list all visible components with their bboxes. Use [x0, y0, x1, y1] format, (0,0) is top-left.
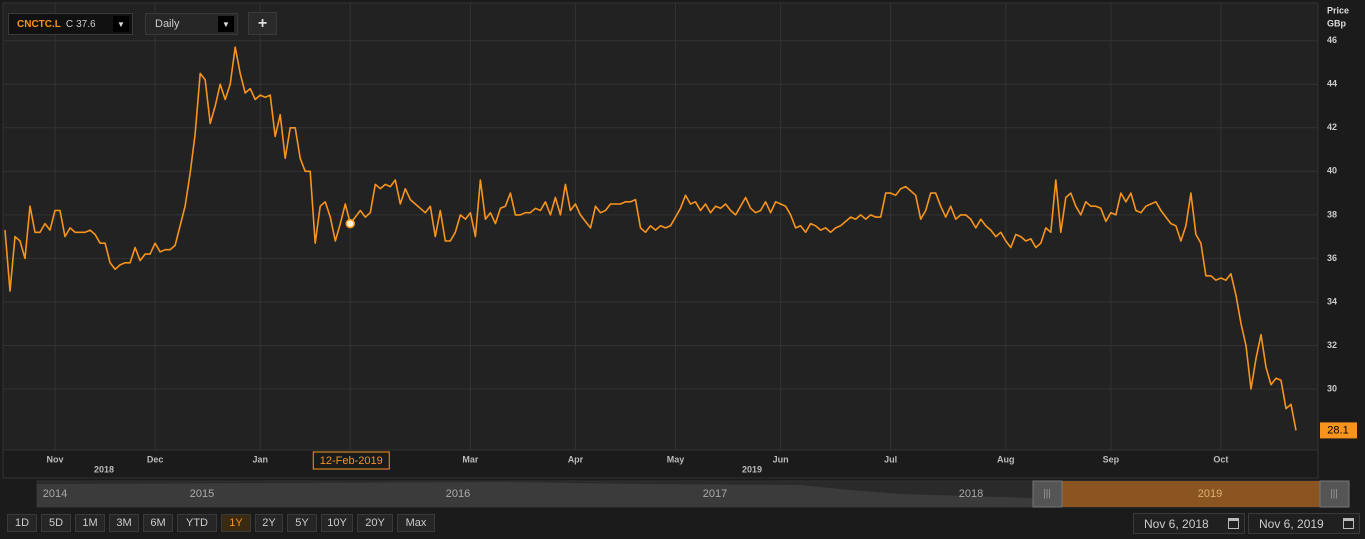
range-button[interactable]: Max [397, 514, 435, 532]
price-line [4, 46, 1297, 431]
range-button[interactable]: 10Y [321, 514, 353, 532]
navigator[interactable]: ||| ||| 2014 2015 2016 2017 2018 2019 [36, 480, 1350, 508]
close-prefix: C [65, 18, 74, 30]
y-tick-label: 32 [1327, 340, 1337, 350]
handle-grip: ||| [1043, 489, 1051, 500]
navigator-selection[interactable] [1062, 481, 1320, 507]
grid [3, 3, 1318, 450]
y-tick-label: 36 [1327, 253, 1337, 263]
symbol-selector[interactable]: CNCTC.L C 37.6 ▼ [8, 13, 133, 35]
range-button[interactable]: 20Y [357, 514, 393, 532]
navigator-year: 2014 [43, 488, 67, 500]
date-text: Nov 6, 2019 [1259, 516, 1324, 531]
range-button[interactable]: YTD [177, 514, 217, 532]
x-tick-label: Aug [997, 454, 1015, 464]
y-tick-label: 44 [1327, 79, 1337, 89]
last-value-box [1320, 422, 1357, 439]
range-button[interactable]: 5D [41, 514, 71, 532]
date-to[interactable]: Nov 6, 2019 [1248, 513, 1360, 534]
crosshair-label-box [312, 451, 390, 470]
x-tick-label: Nov [47, 454, 64, 464]
y-tick-label: 40 [1327, 166, 1337, 176]
dropdown-arrow: ▼ [113, 16, 129, 32]
axis-unit: GBp [1327, 18, 1347, 28]
year-label: 2018 [94, 464, 114, 474]
navigator-year: 2019 [1198, 488, 1222, 500]
interval: Daily [155, 18, 180, 30]
x-tick-label: Oct [1213, 454, 1228, 464]
navigator-year: 2018 [959, 488, 983, 500]
close-value: 37.6 [76, 18, 96, 30]
x-axis-area [2, 449, 1319, 479]
range-button[interactable]: 6M [143, 514, 173, 532]
interval-selector[interactable]: Daily ▼ [145, 13, 238, 35]
add-button[interactable]: + [248, 12, 277, 35]
range-button[interactable]: 1D [7, 514, 37, 532]
x-tick-label: Sep [1103, 454, 1120, 464]
x-tick-label: Dec [147, 454, 164, 464]
calendar-icon [1228, 518, 1239, 529]
handle-grip: ||| [1330, 489, 1338, 500]
axis-title: Price [1327, 5, 1349, 15]
x-tick-label: Jun [773, 454, 789, 464]
y-tick-label: 30 [1327, 383, 1337, 393]
last-value-label: 28.1 [1327, 424, 1348, 436]
navigator-handle[interactable] [1319, 480, 1350, 508]
symbol: CNCTC.L [17, 18, 61, 30]
y-tick-label: 42 [1327, 122, 1337, 132]
range-button[interactable]: 1M [75, 514, 105, 532]
x-tick-label: Mar [462, 454, 479, 464]
calendar-icon [1343, 518, 1354, 529]
x-tick-label: Jan [252, 454, 268, 464]
navigator-year: 2015 [190, 488, 214, 500]
dropdown-arrow: ▼ [218, 16, 234, 32]
x-tick-label: Apr [568, 454, 584, 464]
x-tick-label: Jul [884, 454, 897, 464]
y-tick-label: 34 [1327, 296, 1337, 306]
chart: Price GBp ||| ||| 2014 2015 2016 2017 2018 20… [2, 2, 1357, 508]
range-button[interactable]: 2Y [255, 514, 283, 532]
navigator-silhouette [37, 482, 1062, 507]
y-tick-label: 46 [1327, 35, 1337, 45]
year-label: 2019 [742, 464, 762, 474]
y-tick-label: 38 [1327, 209, 1337, 219]
crosshair-label: 12-Feb-2019 [320, 455, 383, 467]
navigator-year: 2017 [703, 488, 727, 500]
crosshair-point [345, 218, 356, 229]
navigator-handle[interactable] [1032, 480, 1063, 508]
x-tick-label: May [667, 454, 685, 464]
range-button[interactable]: 3M [109, 514, 139, 532]
navigator-year: 2016 [446, 488, 470, 500]
range-button[interactable]: 1Y [221, 514, 251, 532]
range-button[interactable]: 5Y [287, 514, 317, 532]
date-text: Nov 6, 2018 [1144, 516, 1209, 531]
date-from[interactable]: Nov 6, 2018 [1133, 513, 1245, 534]
